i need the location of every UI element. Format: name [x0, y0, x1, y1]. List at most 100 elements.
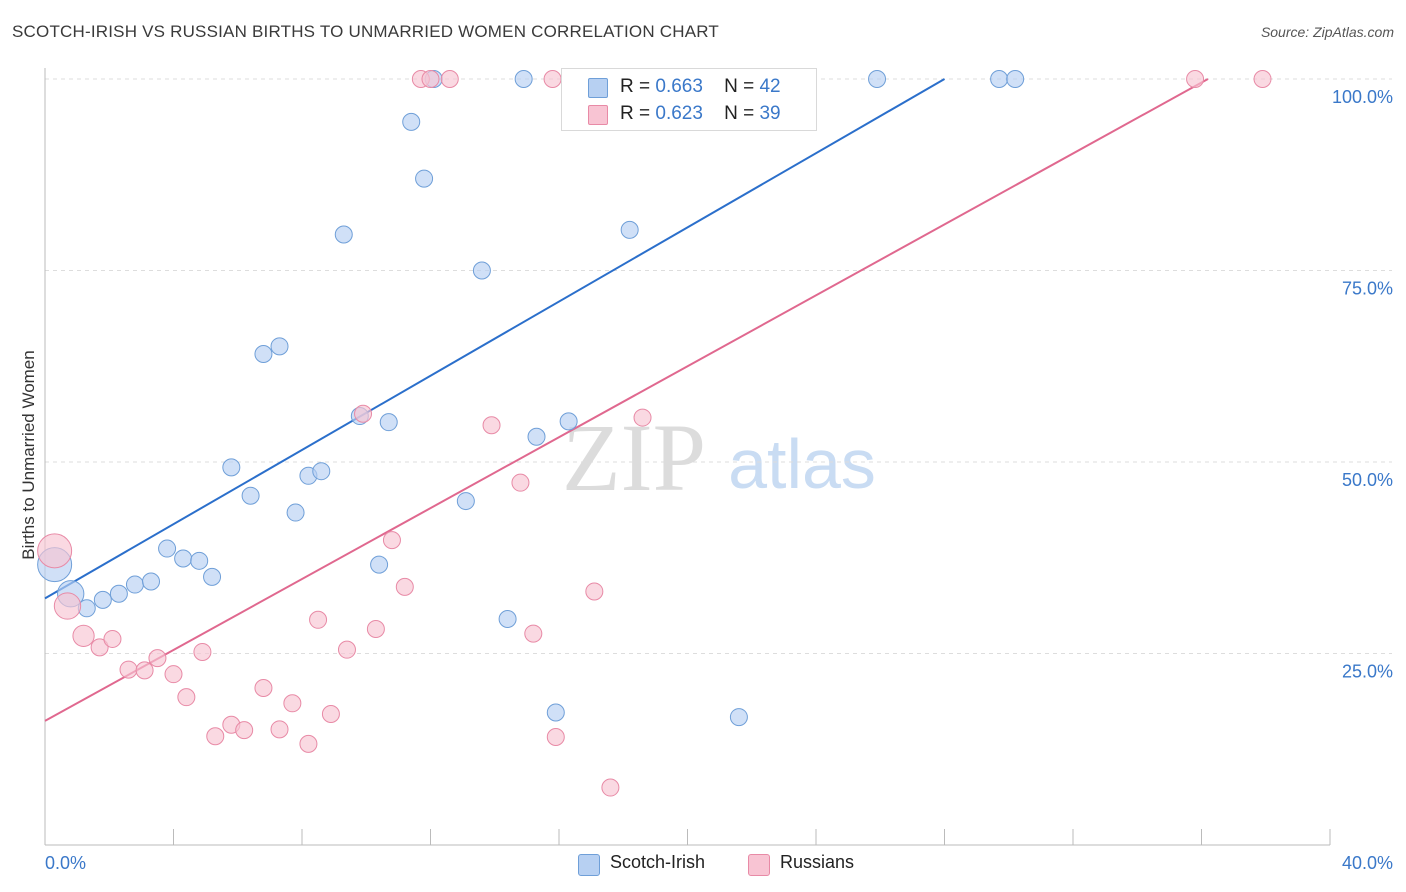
scotch-irish-point — [125, 575, 144, 594]
scotch-irish-swatch — [588, 78, 608, 98]
russians-point — [546, 727, 565, 746]
russians-point — [72, 624, 95, 648]
points — [37, 70, 1272, 797]
scotch-irish-point — [498, 610, 517, 629]
scotch-irish-point — [334, 225, 353, 244]
russians-point — [366, 619, 385, 638]
russians-point — [53, 592, 82, 620]
russians-point — [254, 678, 273, 697]
scotch-irish-point — [456, 492, 475, 511]
russians-point — [601, 778, 620, 797]
scotch-irish-point — [990, 70, 1009, 88]
scotch-irish-point — [158, 539, 177, 558]
y-tick-label: 50.0% — [1342, 470, 1393, 490]
scotch-irish-point — [546, 703, 565, 722]
russians-point — [119, 660, 138, 679]
scotch-irish-point — [270, 337, 289, 356]
ticks: 25.0% 50.0% 75.0% 100.0% 0.0% 40.0% — [45, 87, 1393, 873]
watermark-atlas: atlas — [728, 425, 876, 503]
y-tick-label: 75.0% — [1342, 279, 1393, 299]
legend: R = 0.663 N = 42 R = 0.623 N = 39 — [561, 68, 817, 131]
russians-point — [193, 642, 212, 661]
russians-point — [299, 734, 318, 753]
legend-r-label: R = — [620, 103, 651, 124]
legend-row-scotch-irish: R = 0.663 N = 42 — [562, 73, 816, 101]
russians-point — [206, 727, 225, 746]
scotch-irish-point — [527, 427, 546, 446]
russians-legend-swatch — [748, 854, 770, 876]
russians-point — [585, 582, 604, 601]
russians-point — [421, 70, 440, 88]
russians-point — [1186, 70, 1205, 88]
scotch-irish-point — [379, 413, 398, 432]
russians-point — [633, 408, 652, 427]
y-axis-label: Births to Unmarried Women — [19, 350, 38, 559]
russians-point — [354, 404, 373, 423]
scotch-irish-point — [415, 169, 434, 188]
russians-point — [1253, 70, 1272, 88]
russians-swatch — [588, 105, 608, 125]
russians-point — [382, 531, 401, 550]
source-label: Source: ZipAtlas.com — [1260, 24, 1394, 40]
scotch-irish-point — [174, 549, 193, 568]
scotch-irish-point — [1006, 70, 1025, 88]
russians-point — [37, 533, 73, 569]
scotch-irish-point — [402, 112, 421, 131]
x-tick-label: 40.0% — [1342, 853, 1393, 873]
russians-legend-label: Russians — [780, 852, 855, 872]
scotch-irish-point — [559, 412, 578, 431]
x-tick-label: 0.0% — [45, 853, 86, 873]
legend-n-value: 42 — [759, 76, 781, 97]
scotch-irish-point — [286, 503, 305, 522]
scotch-irish-point — [868, 70, 887, 88]
legend-r-value: 0.623 — [655, 103, 703, 124]
legend-r-label: R = — [620, 76, 651, 97]
legend-n-label: N = — [724, 76, 755, 97]
russians-point — [321, 705, 340, 724]
russians-point — [524, 624, 543, 643]
axes — [44, 68, 1331, 846]
scotch-irish-point — [514, 70, 533, 88]
scotch-irish-point — [93, 590, 112, 609]
scotch-irish-point — [370, 555, 389, 574]
scotch-irish-point — [203, 567, 222, 586]
russians-point — [283, 694, 302, 713]
russians-point — [543, 70, 562, 88]
russians-point — [440, 70, 459, 88]
russians-point — [177, 688, 196, 707]
russians-point — [235, 721, 254, 740]
russians-point — [337, 640, 356, 659]
legend-n-value: 39 — [759, 103, 781, 124]
scotch-irish-point — [109, 584, 128, 603]
scotch-irish-point — [190, 551, 209, 570]
scotch-irish-point — [472, 261, 491, 280]
watermark: ZIP atlas — [562, 404, 876, 511]
legend-r-value: 0.663 — [655, 76, 703, 97]
russians-point — [270, 720, 289, 739]
grid — [45, 78, 1392, 654]
series-legend: Scotch-Irish Russians — [0, 852, 1406, 878]
scotch-irish-point — [254, 344, 273, 363]
scotch-irish-legend-label: Scotch-Irish — [610, 852, 706, 872]
trendlines — [44, 78, 1209, 722]
scotch-irish-trendline — [44, 78, 946, 600]
russians-point — [103, 629, 122, 648]
russians-point — [164, 665, 183, 684]
russians-point — [135, 661, 154, 680]
scotch-irish-point — [620, 220, 639, 239]
russians-point — [482, 416, 501, 435]
scotch-irish-legend-swatch — [578, 854, 600, 876]
scotch-irish-point — [312, 462, 331, 481]
russians-point — [395, 577, 414, 596]
legend-n-label: N = — [724, 103, 755, 124]
russians-point — [148, 649, 167, 668]
y-tick-label: 25.0% — [1342, 662, 1393, 682]
chart-title: SCOTCH-IRISH VS RUSSIAN BIRTHS TO UNMARR… — [12, 22, 720, 41]
russians-point — [309, 610, 328, 629]
russians-point — [511, 473, 530, 492]
scotch-irish-point — [142, 572, 161, 591]
legend-row-russians: R = 0.623 N = 39 — [562, 100, 816, 128]
russians-point — [90, 638, 109, 657]
scotch-irish-point — [222, 458, 241, 477]
